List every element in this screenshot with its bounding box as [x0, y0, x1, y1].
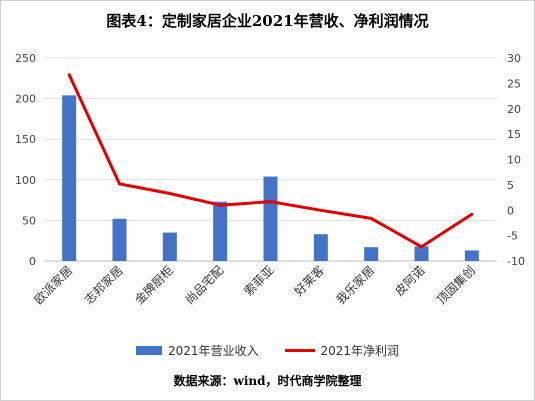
line-series: [67, 73, 474, 249]
category-label-5: 好莱客: [291, 263, 327, 299]
legend-label-revenue: 2021年营业收入: [167, 343, 259, 358]
category-label-4: 索菲亚: [241, 263, 276, 298]
point-profit-3: [218, 203, 222, 207]
left-axis: 0 50 100 150 200 250: [15, 52, 36, 268]
right-tick-label: 15: [507, 128, 521, 141]
point-profit-4: [269, 200, 272, 204]
bar-revenue-6: [364, 247, 379, 261]
right-tick-label: 25: [507, 77, 521, 90]
point-profit-0: [67, 73, 71, 77]
right-tick-label: 0: [507, 204, 514, 217]
point-profit-7: [420, 245, 423, 249]
bar-revenue-7: [414, 246, 429, 261]
bar-revenue-1: [112, 218, 127, 261]
category-label-7: 皮阿诺: [392, 263, 427, 298]
point-profit-2: [168, 192, 172, 196]
left-tick-label: 100: [15, 174, 36, 187]
category-label-0: 欧派家居: [31, 263, 76, 308]
point-profit-8: [470, 212, 474, 216]
legend-item-profit: 2021年净利润: [284, 342, 400, 359]
point-profit-5: [319, 208, 323, 212]
legend: 2021年营业收入 2021年净利润: [0, 340, 535, 360]
legend-swatch-revenue: [135, 345, 162, 355]
category-axis: 欧派家居 志邦家居 金牌厨柜 尚品宅配 索菲亚 好莱客 我乐家居 皮阿诺 顶固集创: [31, 263, 478, 308]
category-label-8: 顶固集创: [433, 263, 478, 308]
left-tick-label: 250: [15, 52, 36, 65]
bar-revenue-5: [313, 234, 328, 261]
category-label-3: 尚品宅配: [182, 263, 227, 308]
left-tick-label: 50: [22, 214, 36, 227]
category-label-6: 我乐家居: [333, 263, 378, 308]
bar-revenue-0: [62, 95, 77, 262]
right-tick-label: 10: [507, 154, 521, 167]
bar-revenue-8: [464, 250, 479, 261]
bar-revenue-4: [263, 176, 278, 261]
point-profit-1: [118, 182, 121, 186]
left-tick-label: 0: [29, 255, 36, 268]
right-tick-label: -10: [507, 255, 525, 268]
legend-item-revenue: 2021年营业收入: [135, 342, 259, 359]
right-tick-label: 5: [507, 179, 514, 192]
right-tick-label: 30: [507, 52, 521, 65]
bar-revenue-2: [162, 232, 177, 261]
bar-series: [62, 95, 479, 262]
category-label-2: 金牌厨柜: [131, 263, 176, 308]
legend-swatch-profit: [284, 348, 315, 352]
source-note: 数据来源：wind，时代商学院整理: [173, 374, 362, 388]
left-tick-label: 200: [15, 93, 36, 106]
right-axis: -10 -5 0 5 10 15 20 25 30: [507, 52, 525, 268]
left-tick-label: 150: [15, 133, 36, 146]
point-profit-6: [369, 216, 373, 220]
chart-title: 图表4：定制家居企业2021年营收、净利润情况: [106, 12, 429, 30]
bar-revenue-3: [213, 201, 228, 261]
legend-label-profit: 2021年净利润: [320, 343, 400, 358]
right-tick-label: 20: [507, 103, 521, 116]
right-tick-label: -5: [507, 230, 518, 243]
category-label-1: 志邦家居: [81, 263, 126, 308]
